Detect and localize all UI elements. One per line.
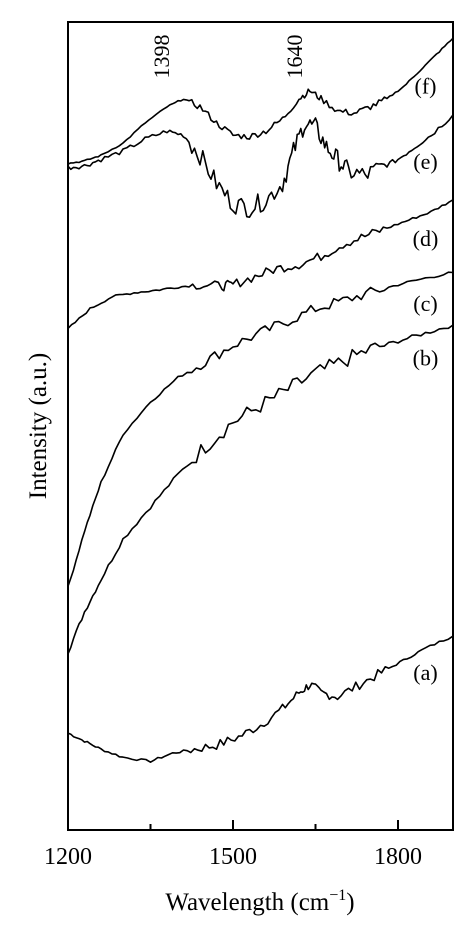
y-axis-label: Intensity (a.u.) [25,353,52,499]
series-label-b: (b) [413,345,439,370]
x-tick-label-1500: 1500 [209,844,257,870]
plot-frame [67,21,454,831]
series-line-b [67,324,454,655]
series-label-f: (f) [415,74,437,99]
series-line-a [67,635,454,763]
series-label-c: (c) [413,291,437,316]
peak-annotation-1398: 1398 [149,35,174,79]
peak-annotation-1640: 1640 [282,35,307,79]
series-line-d [67,199,454,329]
x-axis-tick-labels: 1200 1500 1800 [44,844,422,870]
series-line-c [67,271,454,587]
series-label-a: (a) [413,660,437,685]
series-label-e: (e) [413,149,437,174]
series-labels: (a) (b) (c) (d) (e) (f) [413,74,439,685]
series-line-f [67,37,454,165]
series-lines [67,37,454,763]
series-line-e [67,114,454,218]
x-axis-ticks [67,820,399,830]
x-axis-label: Wavelength (cm−1) [165,887,354,916]
peak-annotations: 1398 1640 [149,35,307,79]
series-label-d: (d) [413,226,439,251]
x-tick-label-1200: 1200 [44,844,92,870]
x-tick-label-1800: 1800 [374,844,422,870]
